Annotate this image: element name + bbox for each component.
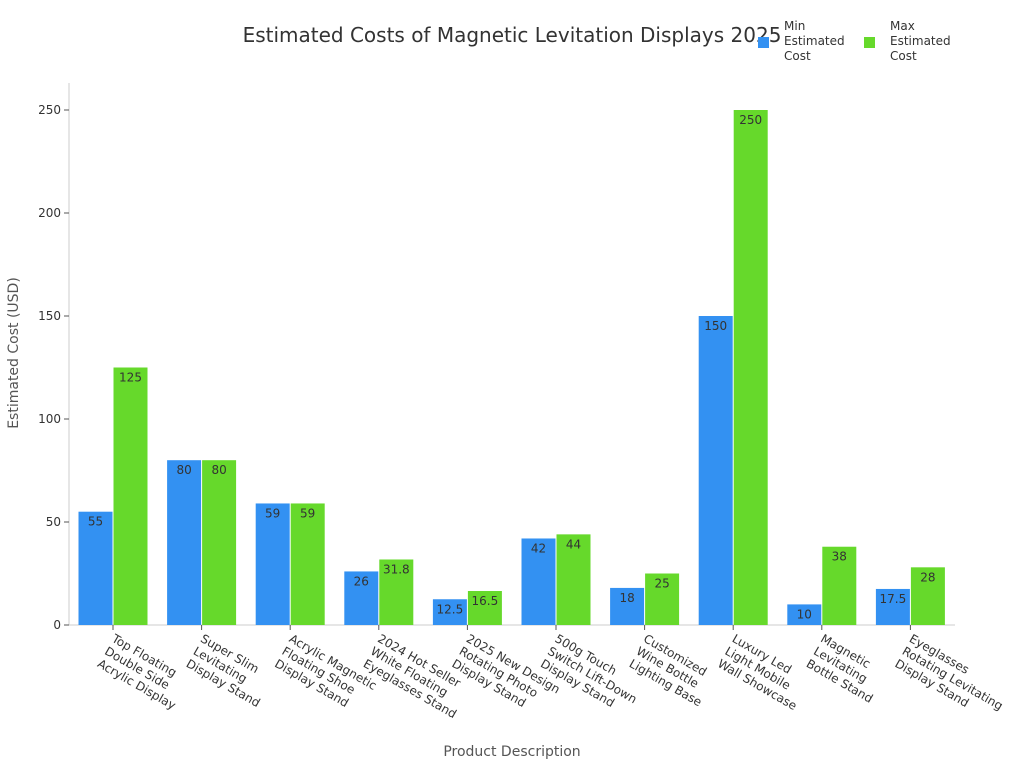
bar-max <box>467 591 502 625</box>
x-axis-label: Product Description <box>443 744 580 760</box>
bar-min <box>255 503 290 625</box>
x-tick-label: MagneticLevitatingBottle Stand <box>804 631 890 705</box>
bar-value-label: 59 <box>265 506 280 520</box>
bar-value-label: 10 <box>797 607 812 621</box>
bar-min <box>610 587 645 625</box>
bar-min <box>344 571 379 625</box>
bar-min <box>521 538 556 625</box>
x-tick-label: 2024 Hot SellerWhite FloatingEyeglasses … <box>361 631 474 721</box>
bar-max <box>290 503 325 625</box>
bar-value-label: 38 <box>832 550 847 564</box>
bar-max <box>113 367 148 625</box>
bar-min <box>432 599 467 625</box>
y-tick-label: 200 <box>38 206 61 220</box>
y-tick-label: 0 <box>53 618 61 632</box>
bar-value-label: 250 <box>739 113 762 127</box>
bar-max <box>645 573 680 625</box>
bar-min <box>787 604 822 625</box>
bar-min <box>167 460 202 625</box>
y-axis-label: Estimated Cost (USD) <box>6 277 22 429</box>
bar-value-label: 25 <box>654 577 669 591</box>
x-tick-label: Acrylic MagneticFloating ShoeDisplay Sta… <box>272 631 379 717</box>
chart-title: Estimated Costs of Magnetic Levitation D… <box>243 23 782 47</box>
x-tick-label: 2025 New DesignRotating PhotoDisplay Sta… <box>450 631 563 721</box>
x-tick-label: EyeglassesRotating LevitatingDisplay Sta… <box>893 631 1013 725</box>
bar-value-label: 125 <box>119 371 142 385</box>
x-tick-label: Top FloatingDouble SideAcrylic Display <box>94 631 192 713</box>
legend-swatch <box>864 37 875 48</box>
bar-max <box>556 534 591 625</box>
bar-value-label: 80 <box>176 463 191 477</box>
bar-value-label: 18 <box>619 591 634 605</box>
legend-label: Min Estimated Cost <box>784 19 845 63</box>
bar-value-label: 42 <box>531 541 546 555</box>
bar-min <box>698 316 733 625</box>
legend: Min Estimated Cost Max Estimated Cost <box>758 19 951 63</box>
y-tick-label: 150 <box>38 309 61 323</box>
x-tick-label: Super SlimLevitatingDisplay Stand <box>184 631 277 710</box>
bar-value-label: 16.5 <box>472 594 499 608</box>
y-tick-label: 50 <box>46 515 61 529</box>
bar-value-label: 59 <box>300 506 315 520</box>
legend-label: Max Estimated Cost <box>890 19 951 63</box>
y-tick-label: 250 <box>38 103 61 117</box>
legend-swatch <box>758 37 769 48</box>
bar-max <box>910 567 945 625</box>
bar-value-label: 31.8 <box>383 562 410 576</box>
bar-min <box>875 588 910 625</box>
x-tick-label: 500g TouchSwitch Lift-DownDisplay Stand <box>538 631 646 718</box>
bar-value-label: 55 <box>88 515 103 529</box>
y-tick-label: 100 <box>38 412 61 426</box>
bar-value-label: 28 <box>920 570 935 584</box>
bar-value-label: 17.5 <box>880 592 907 606</box>
bar-max <box>379 559 414 625</box>
bar-max <box>822 546 857 625</box>
x-tick-label: CustomizedWine BottleLighting Base <box>627 631 719 709</box>
x-tick-label: Luxury LedLight MobileWall Showcase <box>715 631 813 713</box>
bar-value-label: 26 <box>354 574 369 588</box>
bar-max <box>202 460 237 625</box>
bar-max <box>733 110 768 625</box>
bar-value-label: 44 <box>566 537 581 551</box>
bar-value-label: 12.5 <box>437 602 464 616</box>
bar-value-label: 150 <box>704 319 727 333</box>
bar-value-label: 80 <box>211 463 226 477</box>
bar-min <box>78 511 113 625</box>
